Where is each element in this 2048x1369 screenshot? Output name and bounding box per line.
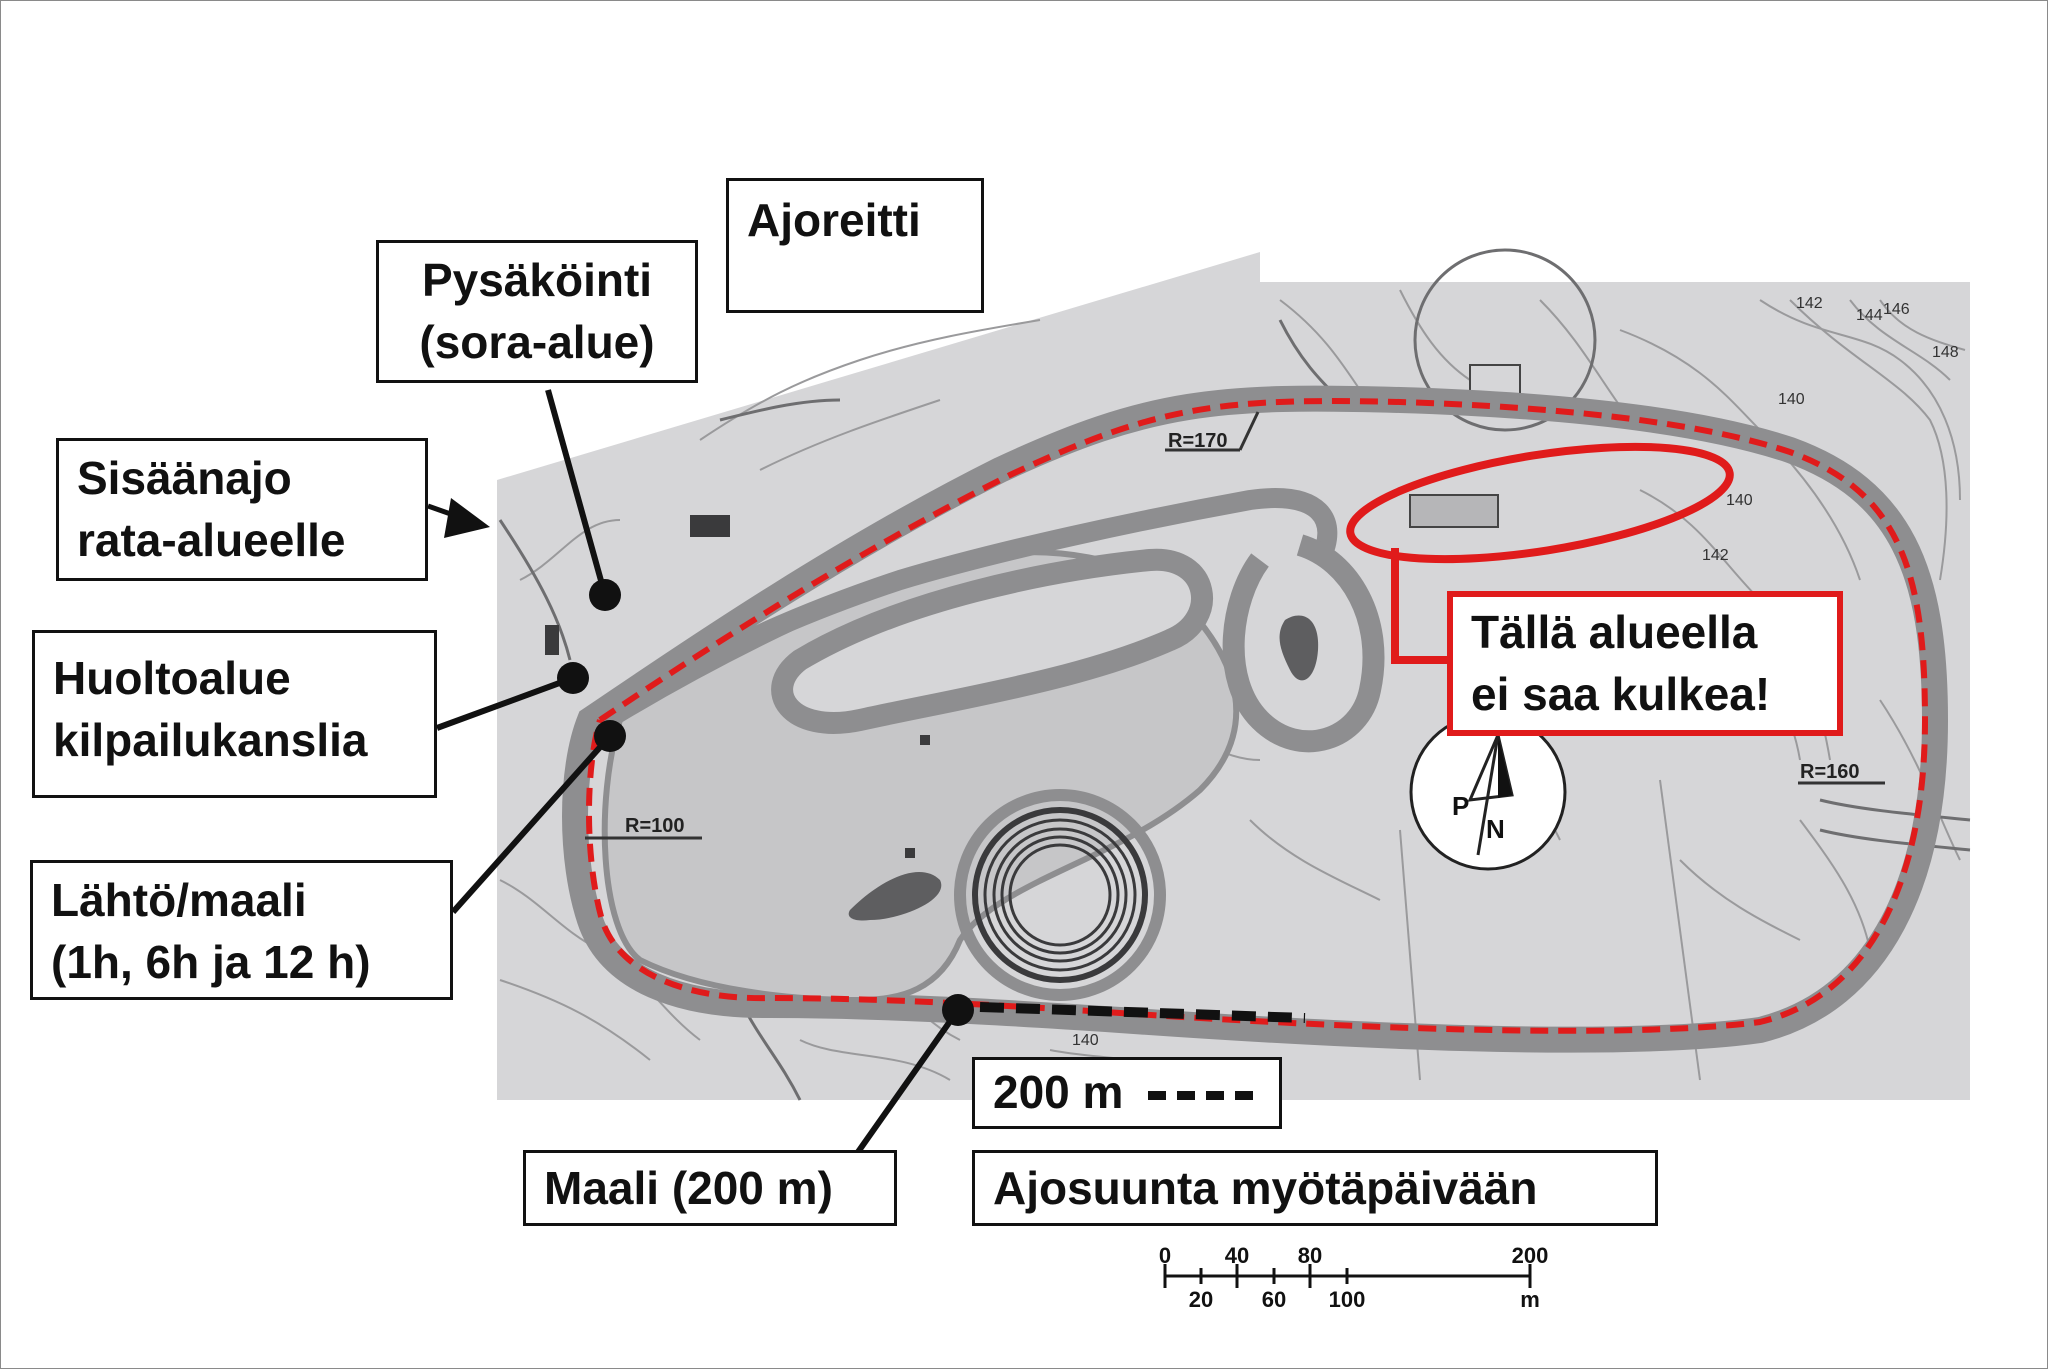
- forbidden-area-ellipse: [1346, 442, 1734, 564]
- distance-200m-label: 200 m: [972, 1057, 1282, 1129]
- start-finish-line-1: Lähtö/maali: [51, 874, 307, 926]
- finish-200m-label: Maali (200 m): [523, 1150, 897, 1226]
- north-arrow-icon: P N: [1409, 713, 1567, 871]
- upper-circle: [1413, 248, 1597, 432]
- entry-arrow-icon: [427, 498, 490, 538]
- scale-label-bottom: m: [1520, 1287, 1540, 1312]
- scale-label-top: 200: [1512, 1243, 1549, 1268]
- skidpad: [954, 789, 1166, 1001]
- route-line: [586, 398, 1929, 1034]
- radius-r160: R=160: [1800, 761, 1860, 783]
- contour-label: 142: [1702, 547, 1729, 564]
- radius-r170: R=170: [1168, 430, 1228, 452]
- scale-label-bottom: 20: [1189, 1287, 1213, 1312]
- pointer-lines: [435, 389, 961, 1154]
- scale-label-bottom: 100: [1329, 1287, 1366, 1312]
- parking-label: Pysäköinti (sora-alue): [376, 240, 698, 383]
- contour-label: 148: [1932, 344, 1959, 361]
- parking-line-2: (sora-alue): [419, 316, 655, 368]
- service-label: Huoltoalue kilpailukanslia: [32, 630, 437, 798]
- small-lake: [1279, 615, 1319, 681]
- direction-text: Ajosuunta myötäpäivään: [993, 1162, 1538, 1214]
- scale-bar: [1163, 1264, 1532, 1288]
- north-label-n: N: [1486, 814, 1505, 844]
- finish-200m-text: Maali (200 m): [544, 1162, 833, 1214]
- right-loop: [1222, 534, 1385, 753]
- lower-lake: [848, 871, 942, 921]
- direction-label: Ajosuunta myötäpäivään: [972, 1150, 1658, 1226]
- buildings: [545, 494, 1499, 858]
- pointer-dots: [557, 579, 974, 1026]
- start-finish-line-2: (1h, 6h ja 12 h): [51, 936, 371, 988]
- start-finish-label: Lähtö/maali (1h, 6h ja 12 h): [30, 860, 453, 1000]
- contour-label: 140: [1072, 1032, 1099, 1049]
- radius-markers: [585, 411, 1885, 840]
- scale-label-top: 80: [1298, 1243, 1322, 1268]
- forbidden-area-label: Tällä alueella ei saa kulkea!: [1447, 591, 1843, 736]
- contour-label: 146: [1883, 301, 1910, 318]
- legend-box: Ajoreitti: [726, 178, 984, 313]
- entry-line-2: rata-alueelle: [77, 514, 346, 566]
- distance-200m-text: 200 m: [993, 1066, 1124, 1118]
- legend-title: Ajoreitti: [747, 194, 921, 246]
- entry-label: Sisäänajo rata-alueelle: [56, 438, 428, 581]
- outer-track: [562, 385, 1949, 1053]
- contour-label: 142: [1796, 295, 1823, 312]
- entry-line-1: Sisäänajo: [77, 452, 292, 504]
- service-line-1: Huoltoalue: [53, 652, 291, 704]
- contour-label: 144: [1856, 307, 1883, 324]
- forbidden-line-2: ei saa kulkea!: [1471, 668, 1771, 720]
- scale-label-bottom: 60: [1262, 1287, 1286, 1312]
- radius-r100: R=100: [625, 815, 685, 837]
- distance-200m-dash-icon: [1148, 1091, 1254, 1101]
- roads: [498, 319, 1971, 1101]
- contour-label: 140: [1778, 391, 1805, 408]
- forbidden-line-1: Tällä alueella: [1471, 606, 1758, 658]
- forbidden-connector: [1391, 548, 1450, 664]
- infield-loop: [771, 548, 1213, 734]
- scale-label-top: 0: [1159, 1243, 1171, 1268]
- connector-road: [594, 488, 1338, 729]
- north-label-p: P: [1452, 791, 1469, 821]
- parking-line-1: Pysäköinti: [421, 254, 653, 306]
- finish-200m-segment: [979, 1002, 1306, 1023]
- service-line-2: kilpailukanslia: [53, 714, 368, 766]
- scale-label-top: 40: [1225, 1243, 1249, 1268]
- contour-label: 140: [1726, 492, 1753, 509]
